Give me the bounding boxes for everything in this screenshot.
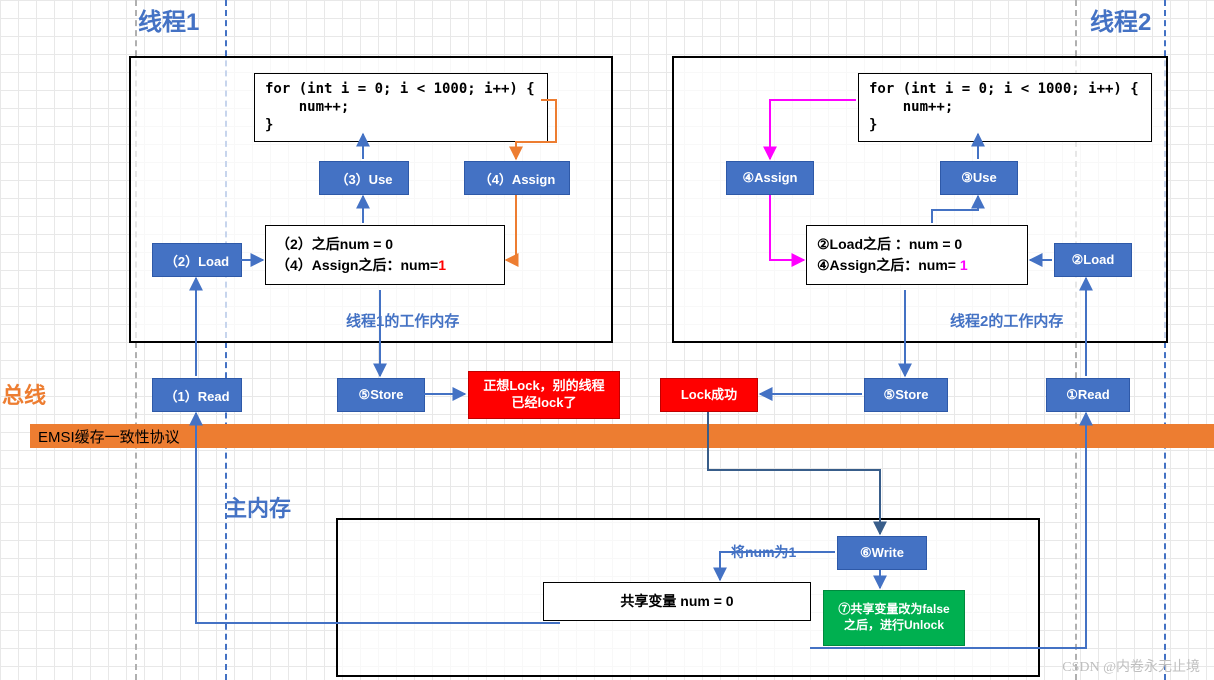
cache2-box: ②Load之后 ：num = 0 ④Assign之后：num= 1	[806, 225, 1028, 285]
store1-box: ⑤Store	[337, 378, 425, 412]
t1-code-l1: for (int i = 0; i < 1000; i++) {	[265, 80, 537, 98]
write-box: ⑥Write	[837, 536, 927, 570]
thread2-title: 线程2	[1090, 2, 1151, 37]
t1-code-l3: }	[265, 116, 537, 134]
t2-code-l3: }	[869, 116, 1141, 134]
unlock-box: ⑦共享变量改为false 之后，进行Unlock	[823, 590, 965, 646]
thread1-code: for (int i = 0; i < 1000; i++) { num++; …	[254, 73, 548, 142]
write-arrow-label: 将num为1	[731, 542, 796, 562]
use2-box: ③Use	[940, 161, 1018, 195]
assign1-box: （4）Assign	[464, 161, 570, 195]
emsi-bar	[30, 424, 1214, 448]
watermark: CSDN @内卷永无止境	[1062, 656, 1200, 676]
cache1-l1: （2）之后num = 0	[276, 234, 494, 255]
cache1-box: （2）之后num = 0 （4）Assign之后：num=1	[265, 225, 505, 285]
load1-box: （2）Load	[152, 243, 242, 277]
t2-code-l2: num++;	[869, 98, 1141, 116]
t1-code-l2: num++;	[265, 98, 537, 116]
wm2-label: 线程2的工作内存	[950, 310, 1063, 331]
cache1-l2: （4）Assign之后：num=1	[276, 255, 494, 276]
emsi-label: EMSI缓存一致性协议	[38, 426, 180, 447]
store2-box: ⑤Store	[864, 378, 948, 412]
assign2-box: ④Assign	[726, 161, 814, 195]
lockok-box: Lock成功	[660, 378, 758, 412]
thread1-title: 线程1	[138, 2, 199, 37]
shared-box: 共享变量 num = 0	[543, 582, 811, 621]
cache2-l2: ④Assign之后：num= 1	[817, 255, 1017, 276]
wm1-label: 线程1的工作内存	[346, 310, 459, 331]
mainmem-title: 主内存	[225, 491, 291, 523]
read2-box: ①Read	[1046, 378, 1130, 412]
lockfail-box: 正想Lock，别的线程 已经lock了	[468, 371, 620, 419]
use1-box: （3）Use	[319, 161, 409, 195]
thread2-code: for (int i = 0; i < 1000; i++) { num++; …	[858, 73, 1152, 142]
t2-code-l1: for (int i = 0; i < 1000; i++) {	[869, 80, 1141, 98]
load2-box: ②Load	[1054, 243, 1132, 277]
read1-box: （1）Read	[152, 378, 242, 412]
cache2-l1: ②Load之后 ：num = 0	[817, 234, 1017, 255]
bus-title: 总线	[2, 378, 46, 410]
